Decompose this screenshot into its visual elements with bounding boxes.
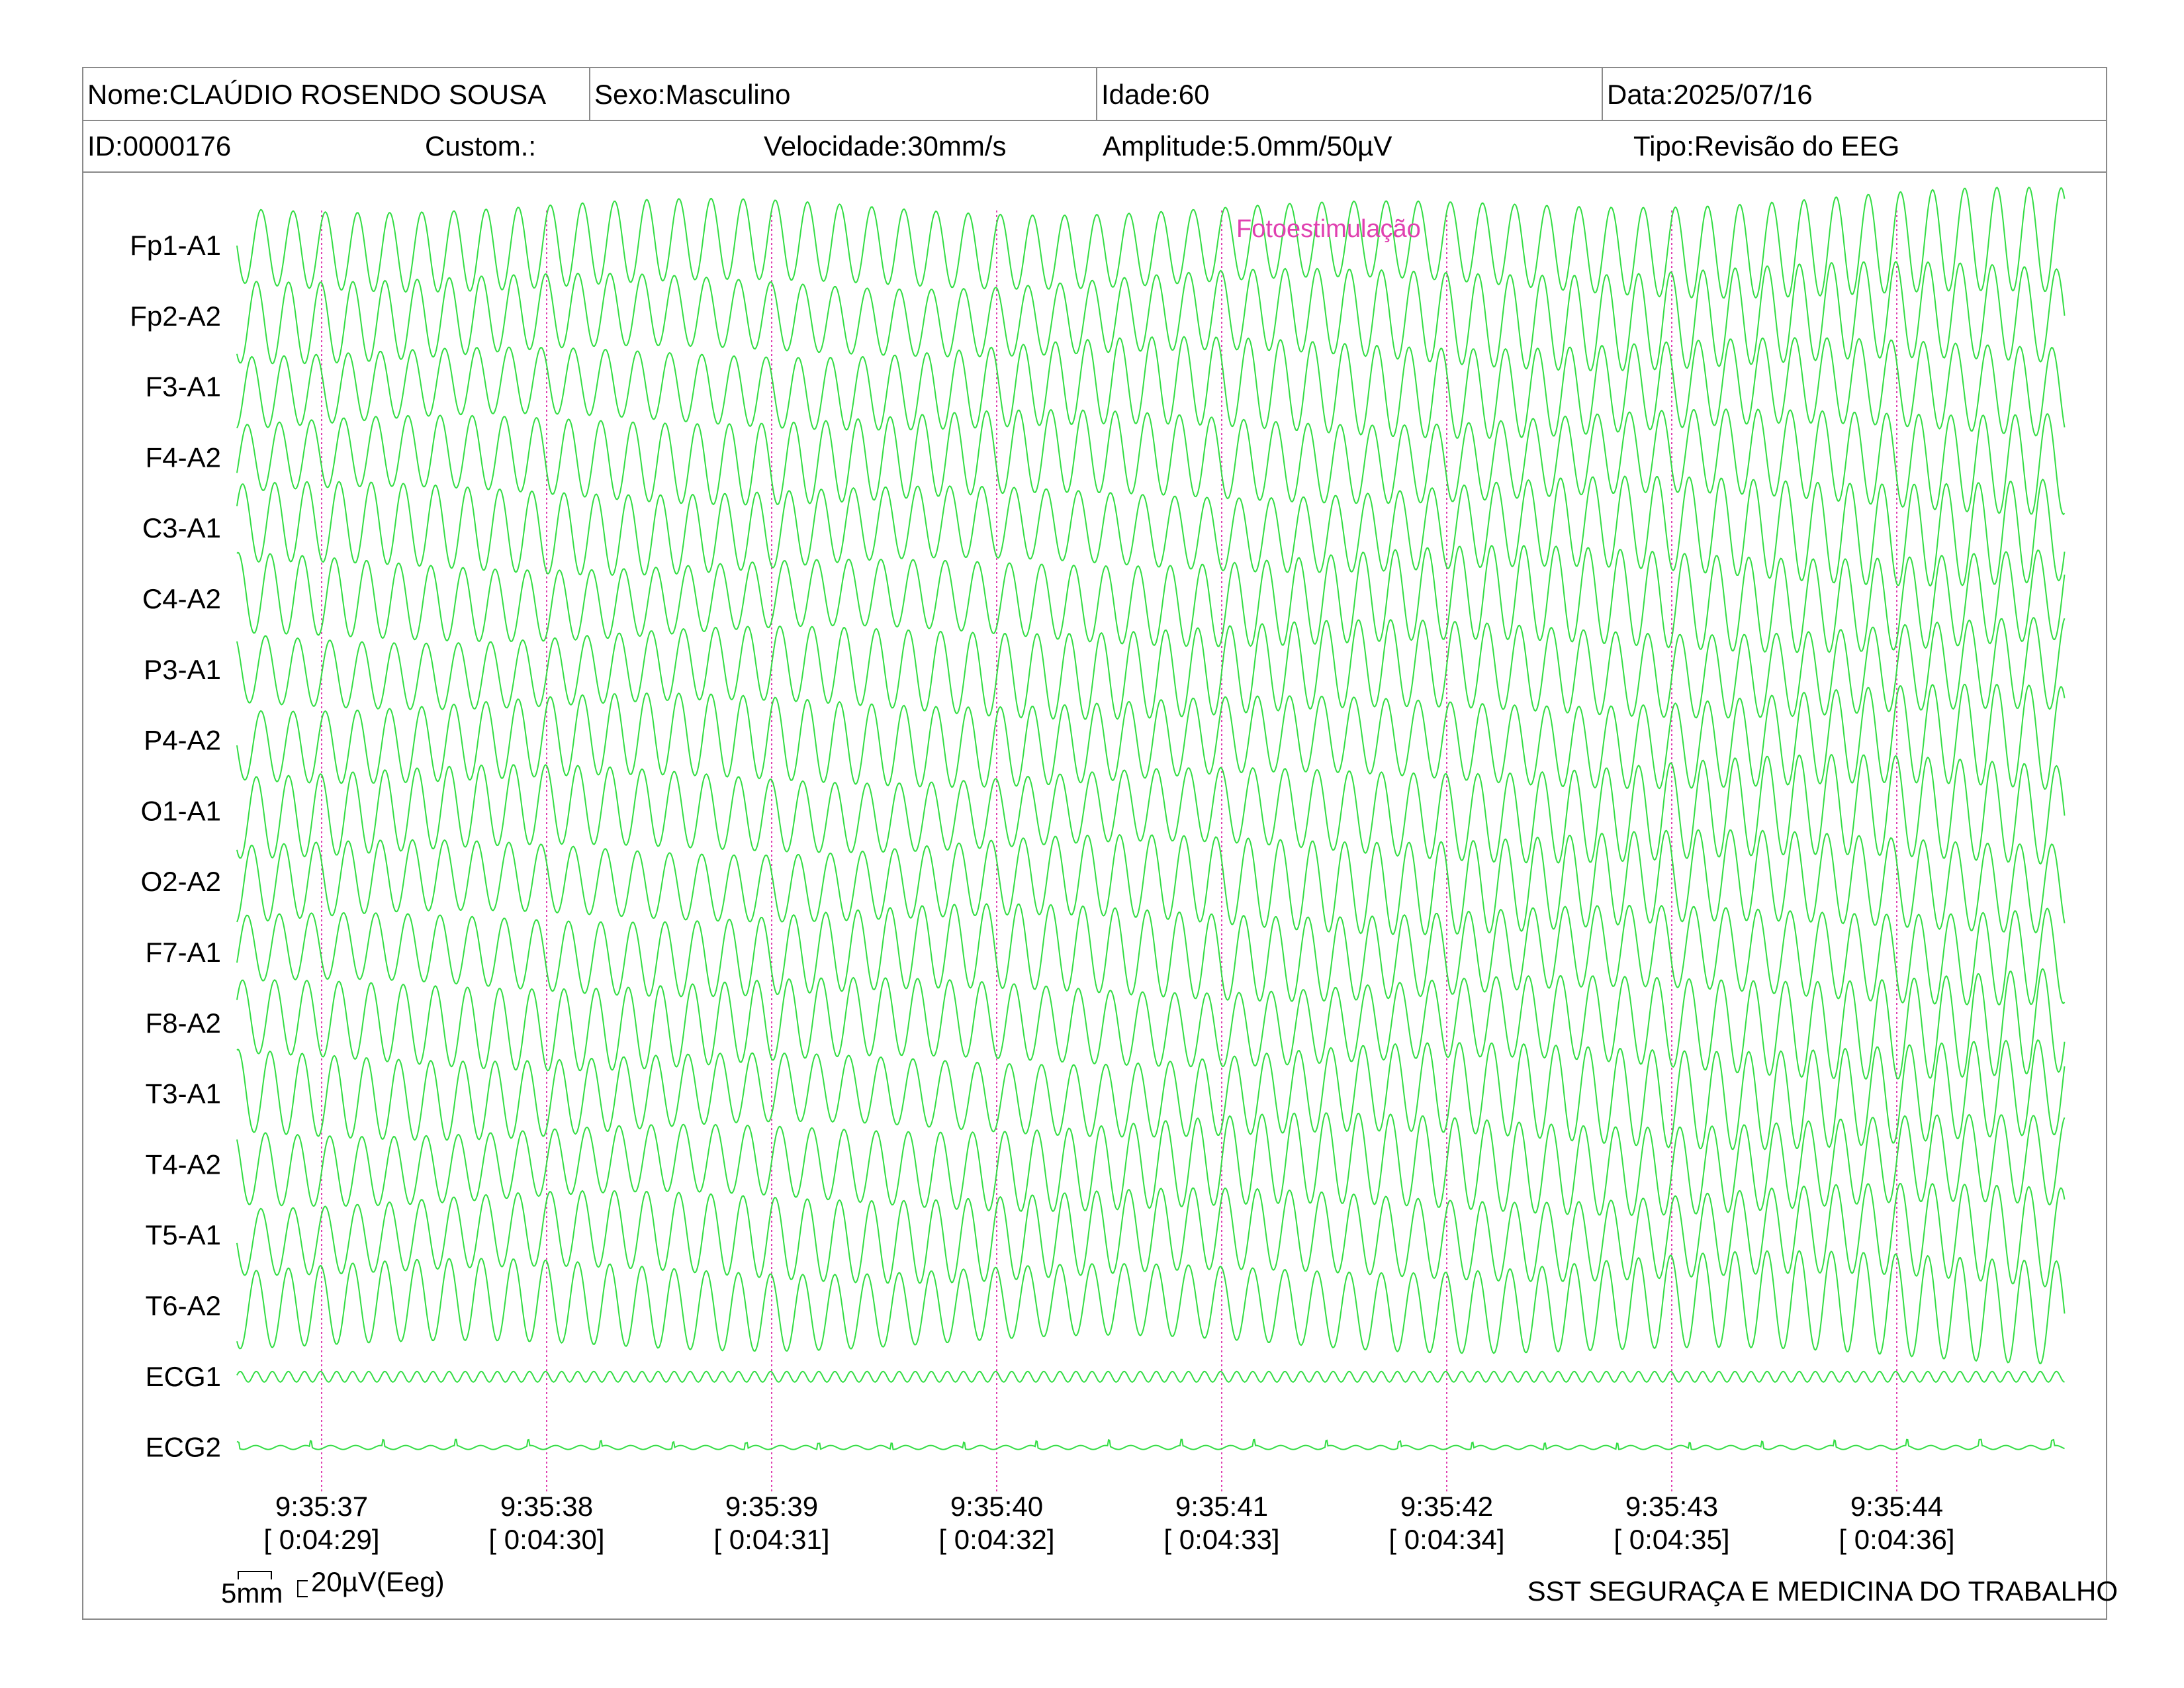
channel-labels: Fp1-A1 Fp2-A2 F3-A1 F4-A2 C3-A1 C4-A2 P3-A1 P4-…: [130, 230, 221, 1463]
patient-sex: Sexo:Masculino: [594, 79, 791, 110]
tick-elapsed-label: [ 0:04:29]: [263, 1524, 379, 1555]
channel-trace: [236, 683, 2066, 790]
tick-elapsed-label: [ 0:04:32]: [938, 1524, 1054, 1555]
exam-type: Tipo:Revisão do EEG: [1633, 130, 1900, 162]
tick-time-label: 9:35:37: [275, 1491, 368, 1522]
channel-trace: [236, 186, 2066, 299]
channel-trace: [236, 1250, 2066, 1365]
tick-time-label: 9:35:39: [725, 1491, 818, 1522]
amplitude-calibration-label: 20µV(Eeg): [311, 1566, 445, 1597]
amplitude-calibration-mark: [297, 1580, 308, 1597]
tick-time-label: 9:35:44: [1850, 1491, 1943, 1522]
tick-time-label: 9:35:42: [1400, 1491, 1493, 1522]
tick-time-label: 9:35:41: [1175, 1491, 1268, 1522]
patient-name: Nome:CLAÚDIO ROSENDO SOUSA: [87, 79, 547, 110]
custom-field: Custom.:: [425, 130, 537, 162]
photostimulation-annotation: Fotoestimulação: [1236, 215, 1421, 243]
patient-id: ID:0000176: [87, 130, 232, 162]
channel-label: ECG2: [146, 1432, 221, 1463]
channel-trace: [236, 1112, 2066, 1217]
channel-trace: [236, 829, 2066, 935]
channel-trace: [236, 616, 2066, 720]
channel-trace: [236, 1438, 2065, 1450]
header-row-1: Nome:CLAÚDIO ROSENDO SOUSA Sexo:Masculin…: [83, 68, 2106, 121]
channel-label: T5-A1: [146, 1219, 221, 1250]
channel-trace: [236, 1370, 2065, 1383]
channel-trace: [236, 408, 2066, 516]
channel-trace: [236, 260, 2066, 371]
tick-elapsed-label: [ 0:04:34]: [1388, 1524, 1504, 1555]
tick-elapsed-label: [ 0:04:30]: [488, 1524, 604, 1555]
amplitude-scale: Amplitude:5.0mm/50µV: [1103, 130, 1392, 162]
clinic-footer: SST SEGURAÇA E MEDICINA DO TRABALHO: [1527, 1575, 2118, 1607]
channel-trace: [236, 1182, 2066, 1288]
channel-label: O1-A1: [141, 795, 221, 826]
header-divider: [589, 68, 590, 120]
channel-label: T6-A2: [146, 1290, 221, 1321]
time-calibration-label: 5mm: [221, 1577, 283, 1609]
tick-elapsed-label: [ 0:04:31]: [713, 1524, 829, 1555]
channel-label: P3-A1: [144, 654, 221, 685]
channel-label: C4-A2: [142, 583, 221, 614]
header-row-2: ID:0000176 Custom.: Velocidade:30mm/s Am…: [83, 120, 2106, 173]
channel-label: F7-A1: [146, 937, 221, 968]
channel-trace: [236, 968, 2066, 1080]
header-divider: [1602, 68, 1603, 120]
channel-label: O2-A2: [141, 866, 221, 897]
patient-age: Idade:60: [1101, 79, 1210, 110]
channel-label: F4-A2: [146, 442, 221, 473]
tick-time-label: 9:35:38: [500, 1491, 593, 1522]
report-frame: Nome:CLAÚDIO ROSENDO SOUSA Sexo:Masculin…: [82, 67, 2107, 1620]
channel-label: Fp2-A2: [130, 301, 221, 332]
channel-label: T3-A1: [146, 1078, 221, 1109]
channel-traces: [236, 186, 2066, 1450]
time-calibration-mark: [238, 1571, 272, 1579]
channel-trace: [236, 903, 2066, 1006]
tick-time-label: 9:35:43: [1625, 1491, 1718, 1522]
calibration-marks: [238, 1571, 308, 1597]
tick-elapsed-label: [ 0:04:35]: [1614, 1524, 1729, 1555]
channel-trace: [236, 1039, 2066, 1150]
time-axis: 9:35:37[ 0:04:29] 9:35:38[ 0:04:30] 9:35:3…: [263, 1491, 1954, 1555]
channel-label: ECG1: [146, 1361, 221, 1392]
channel-label: C3-A1: [142, 512, 221, 543]
channel-label: F3-A1: [146, 371, 221, 402]
channel-trace: [236, 475, 2066, 587]
channel-label: P4-A2: [144, 725, 221, 756]
tick-elapsed-label: [ 0:04:33]: [1163, 1524, 1279, 1555]
header-divider: [1096, 68, 1097, 120]
tick-time-label: 9:35:40: [950, 1491, 1043, 1522]
channel-trace: [236, 544, 2066, 653]
paper-speed: Velocidade:30mm/s: [764, 130, 1007, 162]
tick-elapsed-label: [ 0:04:36]: [1839, 1524, 1954, 1555]
channel-trace: [236, 753, 2066, 865]
channel-label: T4-A2: [146, 1149, 221, 1180]
time-markers: [321, 211, 1897, 1492]
channel-trace: [236, 336, 2066, 440]
channel-label: F8-A2: [146, 1008, 221, 1039]
channel-label: Fp1-A1: [130, 230, 221, 261]
exam-date: Data:2025/07/16: [1607, 79, 1813, 110]
